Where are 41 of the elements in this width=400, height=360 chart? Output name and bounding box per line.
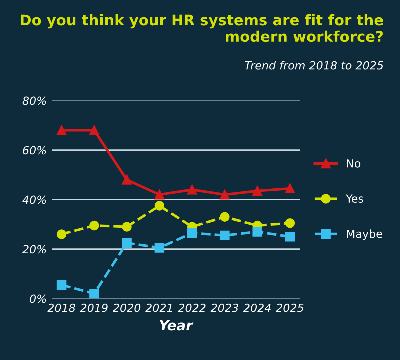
point: [56, 280, 67, 290]
x-tick-label: 2022: [178, 304, 206, 312]
point: [187, 228, 198, 238]
point: [56, 230, 67, 240]
x-axis-title: Year: [160, 320, 194, 331]
x-tick-label: 2021: [146, 304, 172, 312]
point: [90, 220, 100, 231]
legend-label: No: [347, 160, 361, 168]
point: [154, 243, 165, 253]
point: [90, 288, 100, 299]
point: [285, 184, 296, 194]
point: [154, 190, 165, 200]
point: [220, 212, 230, 222]
point: [154, 201, 165, 211]
y-tick-label: 60%: [23, 146, 46, 155]
point: [285, 232, 296, 242]
chart-subtitle: Trend from 2018 to 2025: [245, 61, 384, 70]
point: [187, 185, 198, 195]
y-tick-label: 0%: [30, 294, 46, 304]
y-tick-label: 80%: [22, 96, 46, 106]
x-tick-label: 2019: [80, 304, 108, 312]
x-tick-label: 2020: [112, 304, 141, 312]
y-tick-label: 20%: [22, 245, 46, 254]
point: [90, 126, 100, 136]
point: [122, 222, 132, 232]
x-tick-label: 2018: [48, 304, 76, 312]
x-tick-label: 2024: [243, 304, 271, 312]
point: [122, 175, 132, 185]
point: [252, 227, 262, 237]
point: [252, 186, 262, 196]
point: [122, 238, 132, 248]
legend-label: Yes: [346, 194, 364, 204]
point: [220, 230, 230, 241]
chart-title: Do you think your HR systems are fit for the modern workforce?: [21, 14, 384, 42]
legend-label: Maybe: [347, 230, 382, 240]
point: [220, 190, 230, 200]
x-tick-label: 2025: [276, 304, 304, 312]
point: [56, 126, 67, 136]
x-tick-label: 2023: [210, 304, 238, 312]
point: [285, 218, 296, 228]
y-tick-label: 40%: [22, 196, 46, 204]
